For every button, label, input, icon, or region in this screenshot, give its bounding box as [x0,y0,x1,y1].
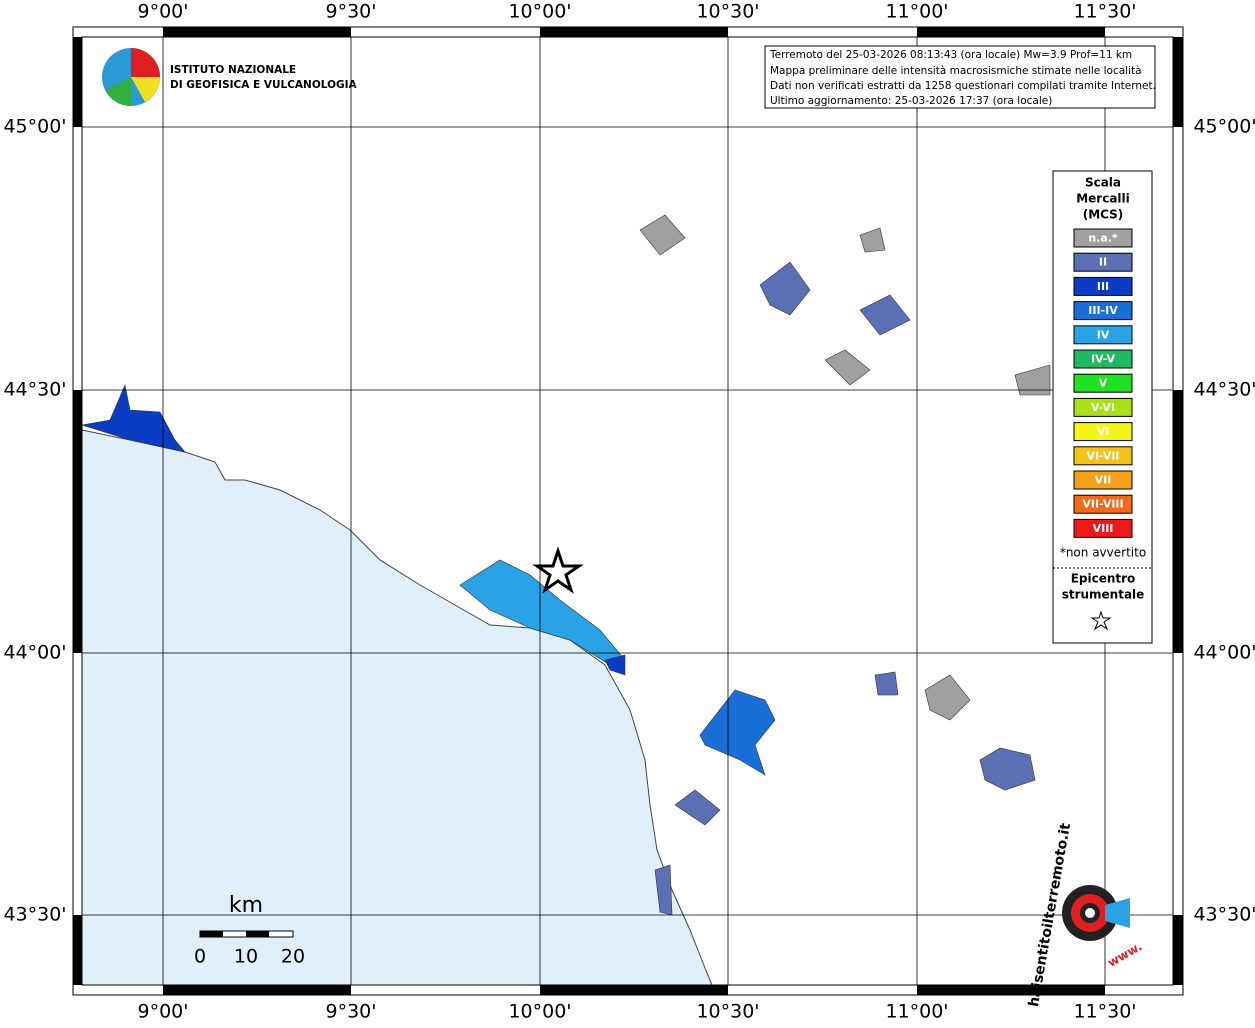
legend-swatch [1073,397,1133,417]
intensity-areas [81,214,1051,916]
frame [72,26,1184,996]
legend-swatch [1073,349,1133,369]
logo-text: DI GEOFISICA E VULCANOLOGIA [170,79,358,91]
legend-title: Scala [1085,176,1121,190]
info-line: Mappa preliminare delle intensità macros… [770,65,1142,77]
scale-label: 10 [234,946,258,968]
legend-swatch [1073,518,1133,538]
legend-label: V-VI [1091,401,1115,414]
legend-swatch [1073,470,1133,490]
legend-note: *non avvertito [1060,546,1146,560]
legend-label: VI-VII [1086,449,1119,462]
legend-swatch [1073,494,1133,514]
lon-label: 9°30' [326,1,377,23]
legend-swatch [1073,325,1133,345]
legend-label: VII-VIII [1082,498,1123,511]
legend-label: IV [1097,328,1110,341]
lat-label: 45°00' [1193,116,1255,138]
legend-label: VI [1097,425,1110,438]
lat-label: 44°00' [3,642,66,664]
lat-label: 43°30' [1193,904,1255,926]
lon-label: 10°00' [508,1001,571,1023]
lon-label: 11°00' [885,1001,948,1023]
lon-label: 11°30' [1073,1001,1136,1023]
epicenter-star [532,546,584,594]
logo-text: ISTITUTO NAZIONALE [170,64,296,76]
legend-label: V [1099,377,1108,390]
lon-label: 10°00' [508,1,571,23]
lon-label: 10°30' [696,1,759,23]
ingv-logo: ISTITUTO NAZIONALE DI GEOFISICA E VULCAN… [102,48,358,107]
legend-epicenter: strumentale [1062,588,1145,602]
lat-label: 44°30' [1193,379,1255,401]
scale-bar: km 0 10 20 [194,893,305,968]
legend-label: VII [1095,474,1112,487]
info-line: Ultimo aggiornamento: 25-03-2026 17:37 (… [770,95,1052,107]
legend-swatch [1073,276,1133,296]
sea [81,429,713,986]
grid [82,37,1173,985]
lat-label: 44°30' [3,379,66,401]
legend-label: II [1099,256,1107,269]
legend-swatch [1073,373,1133,393]
scale-label: 20 [281,946,305,968]
legend-title: (MCS) [1083,208,1124,222]
lat-label: 45°00' [3,116,66,138]
lon-label: 11°00' [885,1,948,23]
legend-label: VIII [1093,522,1114,535]
legend-label: IV-V [1091,353,1116,366]
legend-swatch [1073,301,1133,321]
info-line: Dati non verificati estratti da 1258 que… [770,80,1156,92]
legend-swatch [1073,422,1133,442]
lon-label: 10°30' [696,1001,759,1023]
lon-label: 11°30' [1073,1,1136,23]
legend-label: n.a.* [1088,232,1118,245]
legend-swatch [1073,446,1133,466]
lon-label: 9°00' [138,1,189,23]
legend-swatch [1073,252,1133,272]
legend-epicenter: Epicentro [1071,572,1136,586]
lat-label: 43°30' [3,904,66,926]
legend-label: III-IV [1088,304,1118,317]
legend-swatch [1073,228,1133,248]
lat-label: 44°00' [1193,642,1255,664]
legend-star [1090,610,1112,631]
legend-title: Mercalli [1076,192,1130,206]
scale-unit: km [229,893,263,918]
legend-label: III [1097,280,1109,293]
info-line: Terremoto del 25-03-2026 08:13:43 (ora l… [769,49,1132,61]
info-box [764,45,1156,109]
lon-label: 9°00' [138,1001,189,1023]
lon-label: 9°30' [326,1001,377,1023]
scale-label: 0 [194,946,206,968]
